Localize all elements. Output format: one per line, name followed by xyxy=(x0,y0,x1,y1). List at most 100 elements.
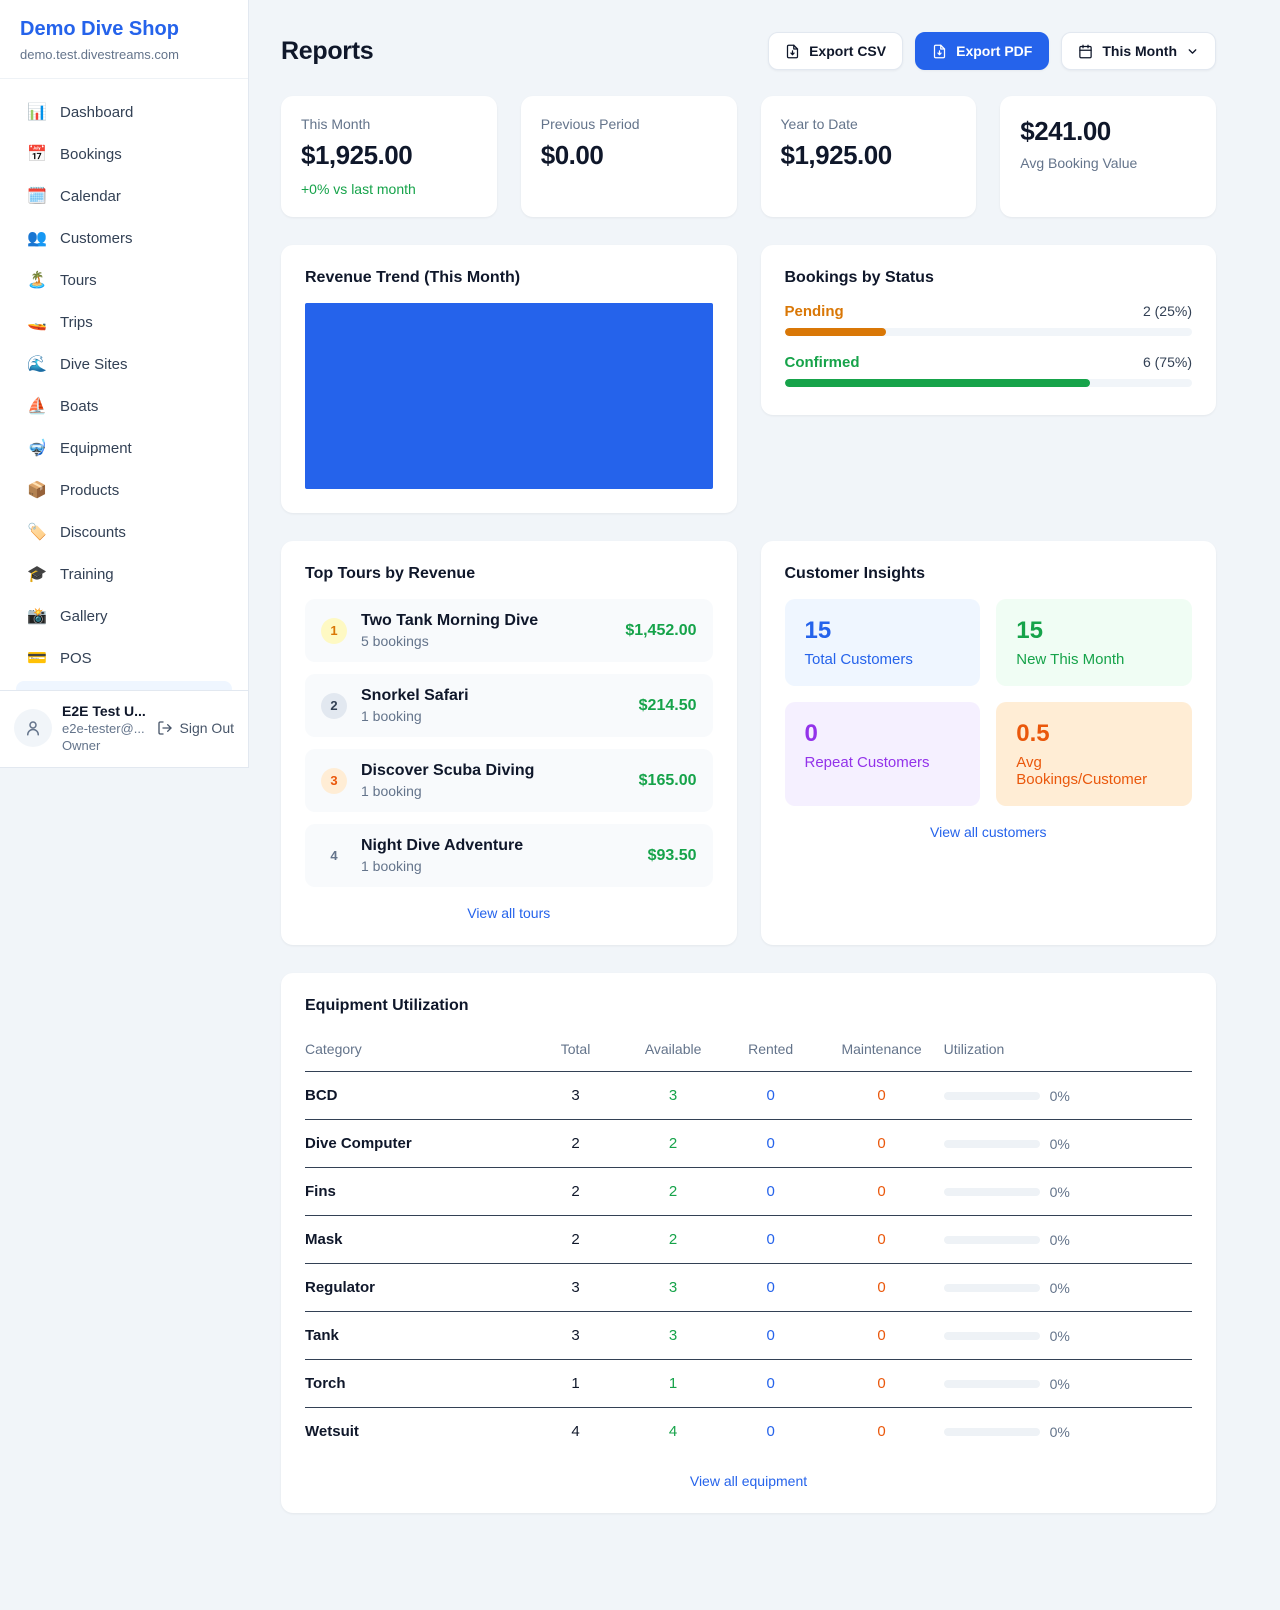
period-dropdown[interactable]: This Month xyxy=(1061,32,1216,70)
cell-available: 2 xyxy=(624,1167,722,1216)
table-header-row: Category Total Available Rented Maintena… xyxy=(305,1031,1192,1072)
tile-value: 15 xyxy=(804,617,832,644)
export-csv-button[interactable]: Export CSV xyxy=(768,32,904,70)
table-row: Tank 3 3 0 0 0% xyxy=(305,1311,1192,1360)
trips-icon: 🚤 xyxy=(27,314,47,331)
tile-label: New This Month xyxy=(1016,651,1125,668)
tour-revenue: $165.00 xyxy=(638,771,697,789)
table-row: Mask 2 2 0 0 0% xyxy=(305,1215,1192,1264)
stats-grid: This Month $1,925.00 +0% vs last month P… xyxy=(281,96,1216,217)
status-count: 2 (25%) xyxy=(1142,303,1192,319)
tile-label: Avg Bookings/Customer xyxy=(1016,754,1148,788)
tour-revenue: $93.50 xyxy=(647,846,697,864)
stat-value: $1,925.00 xyxy=(780,140,893,170)
sidebar-item-label: Equipment xyxy=(60,439,132,457)
export-pdf-label: Export PDF xyxy=(956,43,1033,59)
revenue-trend-bar xyxy=(305,303,713,489)
bookings-by-status-title: Bookings by Status xyxy=(784,269,934,286)
stat-card-year-to-date: Year to Date $1,925.00 xyxy=(760,96,977,217)
column-header-maintenance: Maintenance xyxy=(819,1031,944,1072)
dive-sites-icon: 🌊 xyxy=(27,356,47,373)
tile-label: Repeat Customers xyxy=(804,754,930,771)
stat-value: $241.00 xyxy=(1020,116,1111,146)
period-label: This Month xyxy=(1102,43,1177,59)
cell-available: 3 xyxy=(624,1311,722,1360)
sidebar-item-tours[interactable]: 🏝️ Tours xyxy=(16,261,232,299)
cell-total: 3 xyxy=(526,1311,625,1360)
user-info: E2E Test U... e2e-tester@... Owner xyxy=(62,703,147,753)
cell-total: 3 xyxy=(526,1071,625,1120)
equipment-utilization-card: Equipment Utilization Category Total Ava… xyxy=(281,973,1216,1513)
cell-maintenance: 0 xyxy=(877,1423,886,1440)
sidebar-item-bookings[interactable]: 📅 Bookings xyxy=(16,135,232,173)
stat-card-previous-period: Previous Period $0.00 xyxy=(520,96,737,217)
sidebar-item-discounts[interactable]: 🏷️ Discounts xyxy=(16,513,232,551)
column-header-utilization: Utilization xyxy=(943,1031,1192,1072)
pos-icon: 💳 xyxy=(27,650,47,667)
chevron-down-icon xyxy=(1188,48,1197,54)
status-count: 6 (75%) xyxy=(1142,354,1192,370)
charts-row: Revenue Trend (This Month) Bookings by S… xyxy=(281,245,1216,513)
shop-name: Demo Dive Shop xyxy=(20,18,179,40)
user-email: e2e-tester@... xyxy=(62,721,145,736)
sidebar-item-label: Training xyxy=(60,565,114,583)
tour-bookings: 1 booking xyxy=(361,858,422,874)
cell-available: 2 xyxy=(624,1119,722,1168)
tile-new-this-month: 15 New This Month xyxy=(996,599,1192,686)
cell-available: 3 xyxy=(624,1263,722,1312)
export-pdf-button[interactable]: Export PDF xyxy=(915,32,1050,70)
view-all-equipment-link[interactable]: View all equipment xyxy=(689,1473,808,1489)
cell-rented: 0 xyxy=(721,1071,820,1120)
sidebar-item-label: Dive Sites xyxy=(60,355,128,373)
tile-label: Total Customers xyxy=(804,651,913,668)
rank-badge: 4 xyxy=(330,848,338,863)
utilization-bar xyxy=(943,1139,1040,1148)
cell-maintenance: 0 xyxy=(819,1215,944,1264)
cell-category: Dive Computer xyxy=(305,1119,527,1168)
cell-rented: 0 xyxy=(721,1311,820,1360)
revenue-trend-card: Revenue Trend (This Month) xyxy=(281,245,737,513)
sidebar-item-active-partial[interactable] xyxy=(16,681,232,690)
sidebar-item-dashboard[interactable]: 📊 Dashboard xyxy=(16,93,232,131)
utilization-value: 0% xyxy=(1049,1375,1070,1392)
calendar-icon xyxy=(1079,44,1093,58)
discounts-icon: 🏷️ xyxy=(27,524,47,541)
sidebar-header: Demo Dive Shop demo.test.divestreams.com xyxy=(0,0,248,79)
sidebar-item-gallery[interactable]: 📸 Gallery xyxy=(16,597,232,635)
tile-avg-bookings-customer: 0.5 Avg Bookings/Customer xyxy=(996,702,1192,806)
sidebar-item-training[interactable]: 🎓 Training xyxy=(16,555,232,593)
sidebar-user-footer: E2E Test U... e2e-tester@... Owner Sign … xyxy=(0,690,248,767)
tour-row: 4 Night Dive Adventure 1 booking $93.50 xyxy=(305,824,713,887)
cell-total: 4 xyxy=(571,1423,580,1440)
rank-badge: 3 xyxy=(321,767,347,794)
cell-rented: 0 xyxy=(766,1423,775,1440)
sidebar-item-calendar[interactable]: 🗓️ Calendar xyxy=(16,177,232,215)
sidebar-item-label: Bookings xyxy=(60,145,122,163)
top-tours-title: Top Tours by Revenue xyxy=(305,565,476,582)
sidebar-item-boats[interactable]: ⛵ Boats xyxy=(16,387,232,425)
status-bar-fill xyxy=(784,328,887,336)
utilization-bar xyxy=(943,1283,1040,1292)
sidebar-item-products[interactable]: 📦 Products xyxy=(16,471,232,509)
cell-category: Tank xyxy=(305,1311,527,1360)
cell-available: 3 xyxy=(624,1071,722,1120)
tour-revenue: $1,452.00 xyxy=(625,621,697,639)
stat-label: Avg Booking Value xyxy=(1020,155,1138,171)
header-actions: Export CSV Export PDF This Month xyxy=(768,32,1216,70)
sidebar-item-equipment[interactable]: 🤿 Equipment xyxy=(16,429,232,467)
sidebar-item-customers[interactable]: 👥 Customers xyxy=(16,219,232,257)
sidebar-item-dive-sites[interactable]: 🌊 Dive Sites xyxy=(16,345,232,383)
view-all-customers-link[interactable]: View all customers xyxy=(930,824,1047,840)
cell-category: BCD xyxy=(305,1071,527,1120)
cell-total: 2 xyxy=(526,1119,625,1168)
view-all-tours-link[interactable]: View all tours xyxy=(467,905,551,921)
sidebar-item-trips[interactable]: 🚤 Trips xyxy=(16,303,232,341)
sign-out-button[interactable]: Sign Out xyxy=(157,720,234,736)
page-title: Reports xyxy=(281,36,374,65)
status-bar-track xyxy=(784,328,1192,336)
cell-maintenance: 0 xyxy=(819,1263,944,1312)
equipment-table: Category Total Available Rented Maintena… xyxy=(305,1031,1192,1455)
cell-maintenance: 0 xyxy=(819,1071,944,1120)
sign-out-label: Sign Out xyxy=(179,720,234,736)
sidebar-item-pos[interactable]: 💳 POS xyxy=(16,639,232,677)
